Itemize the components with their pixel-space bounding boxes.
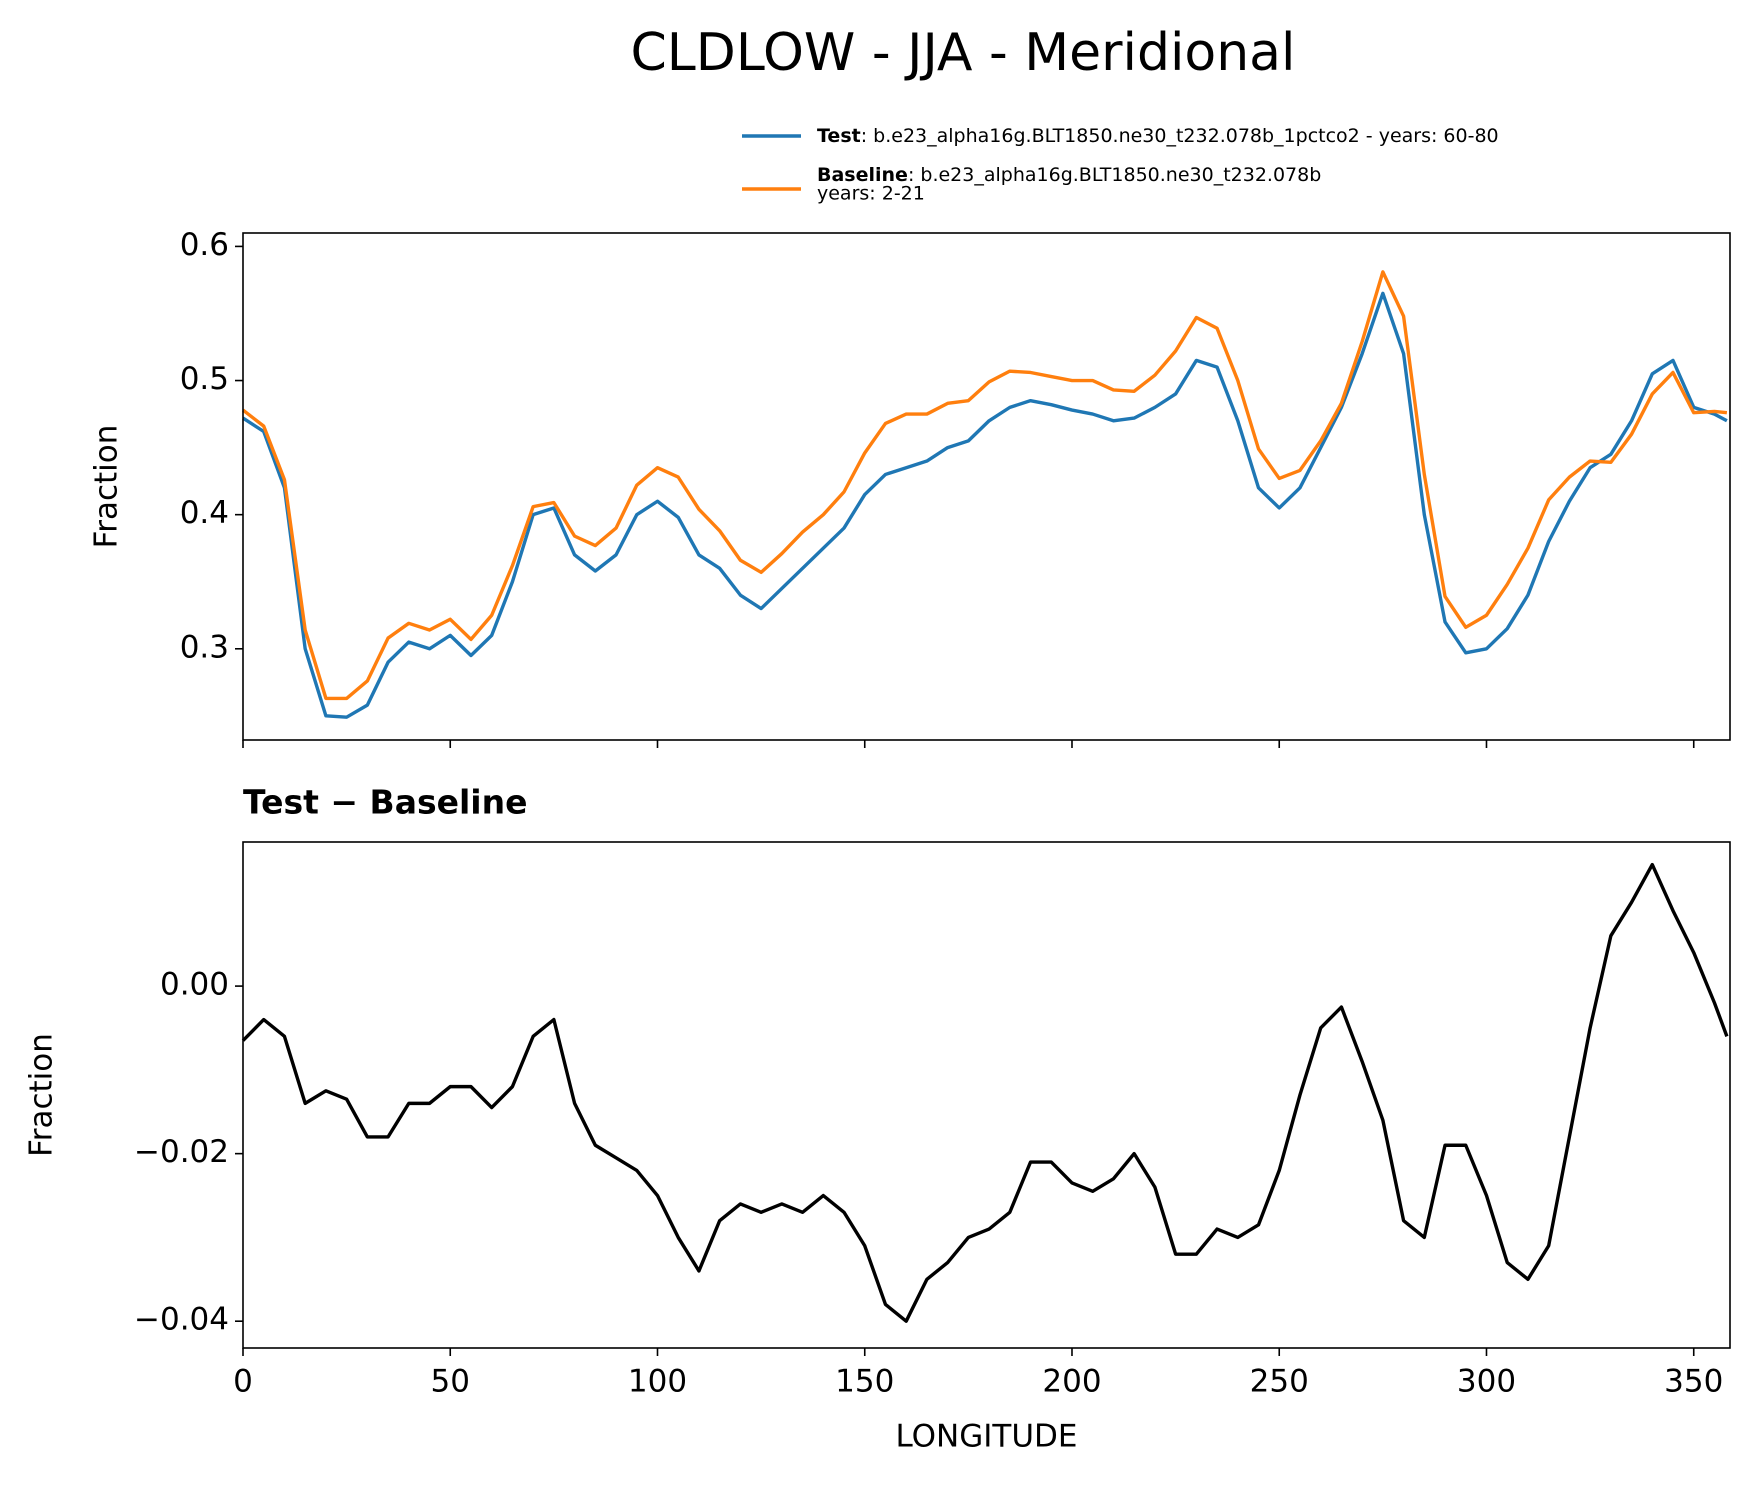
y-tick-label: −0.04	[134, 1302, 229, 1338]
x-tick-label: 0	[233, 1364, 253, 1400]
legend-label: Baseline: b.e23_alpha16g.BLT1850.ne30_t2…	[817, 164, 1321, 186]
y-tick-label: −0.02	[134, 1134, 229, 1170]
y-tick-label: 0.5	[180, 361, 229, 397]
y-tick-label: 0.3	[180, 629, 229, 665]
data-line	[241, 862, 1729, 1323]
legend-name: Baseline	[817, 164, 908, 186]
legend-label: Test: b.e23_alpha16g.BLT1850.ne30_t232.0…	[817, 125, 1499, 147]
y-tick-label: 0.00	[160, 967, 229, 1003]
subplot-title: Test − Baseline	[243, 783, 528, 822]
x-tick-label: 200	[1042, 1364, 1101, 1400]
legend-name: Test	[817, 125, 861, 147]
y-tick-label: 0.4	[180, 495, 229, 531]
x-tick-label: 150	[835, 1364, 894, 1400]
legend-label: years: 2-21	[817, 183, 925, 205]
y-axis-label: Fraction	[89, 425, 125, 549]
x-tick-label: 100	[628, 1364, 687, 1400]
x-tick-label: 50	[431, 1364, 470, 1400]
x-axis-label: LONGITUDE	[895, 1419, 1077, 1455]
plot-frame	[242, 841, 1731, 1349]
x-tick-label: 300	[1457, 1364, 1516, 1400]
legend-text: : b.e23_alpha16g.BLT1850.ne30_t232.078b	[908, 164, 1321, 186]
data-line	[242, 291, 1728, 719]
x-tick-label: 350	[1664, 1364, 1723, 1400]
chart-title: CLDLOW - JJA - Meridional	[631, 23, 1296, 83]
data-line	[241, 270, 1728, 701]
x-tick-label: 250	[1250, 1364, 1309, 1400]
y-tick-label: 0.6	[180, 227, 229, 263]
plot-frame	[242, 232, 1731, 741]
legend-text: : b.e23_alpha16g.BLT1850.ne30_t232.078b_…	[861, 125, 1499, 147]
y-axis-label: Fraction	[24, 1033, 60, 1157]
